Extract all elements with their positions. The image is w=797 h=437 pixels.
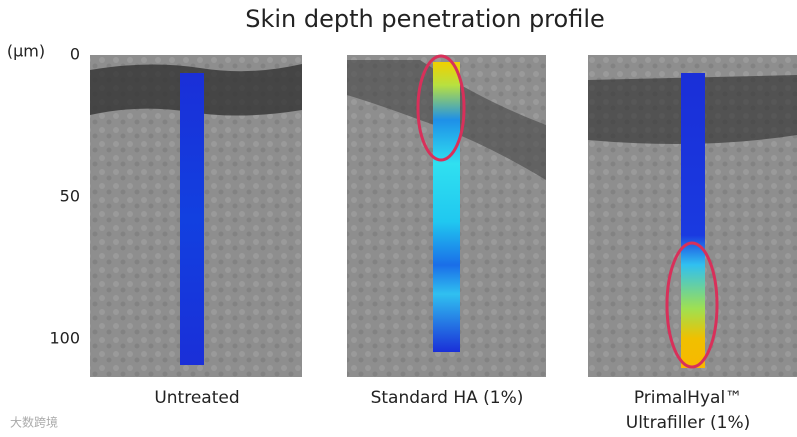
panel-label: Standard HA (1%): [371, 388, 524, 408]
y-tick-label: 50: [60, 187, 80, 206]
highlight-ellipse: [665, 241, 719, 369]
watermark: 大数跨境: [10, 415, 58, 430]
penetration-strip: [681, 73, 705, 368]
axis-unit: (µm): [7, 42, 45, 61]
title: Skin depth penetration profile: [245, 5, 605, 33]
penetration-strip: [180, 73, 204, 365]
penetration-strip: [433, 62, 460, 352]
highlight-ellipse: [416, 54, 466, 162]
panel-label: Untreated: [154, 388, 239, 408]
y-tick-label: 0: [70, 45, 80, 64]
panel-label: Ultrafiller (1%): [626, 413, 750, 433]
y-tick-label: 100: [49, 329, 80, 348]
panel-label: PrimalHyal™: [634, 388, 742, 408]
